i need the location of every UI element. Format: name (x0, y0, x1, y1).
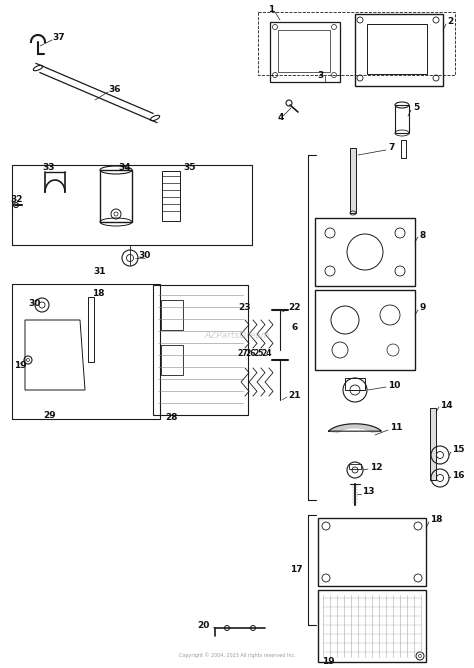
Bar (355, 14, 443, 86)
Bar (100, 170, 132, 222)
Bar (349, 464, 361, 469)
Text: 18: 18 (92, 289, 104, 297)
Text: 30: 30 (138, 251, 150, 261)
Bar (395, 105, 409, 133)
Text: 30: 30 (28, 299, 40, 307)
Bar (401, 140, 406, 158)
Bar (162, 171, 180, 221)
Text: 12: 12 (370, 462, 383, 472)
Text: 10: 10 (388, 381, 401, 389)
Bar (161, 300, 183, 330)
Text: 19: 19 (14, 361, 27, 369)
Text: 21: 21 (288, 391, 301, 399)
Bar (12, 284, 160, 419)
Text: AZPartsDream: AZPartsDream (204, 331, 270, 339)
Text: 2: 2 (447, 17, 453, 27)
Bar (153, 285, 248, 415)
Bar (318, 590, 426, 662)
Text: 14: 14 (440, 401, 453, 409)
Text: Copyright © 2004, 2023 All rights reserved Inc.: Copyright © 2004, 2023 All rights reserv… (179, 652, 295, 658)
Bar (318, 518, 426, 586)
Text: 35: 35 (183, 164, 195, 172)
Text: 33: 33 (42, 164, 55, 172)
Text: 23: 23 (238, 303, 250, 313)
Text: 16: 16 (452, 470, 465, 480)
Polygon shape (328, 424, 381, 433)
Text: 29: 29 (44, 411, 56, 420)
Text: 6: 6 (292, 323, 298, 333)
Text: 5: 5 (413, 104, 419, 112)
Bar (430, 408, 436, 480)
Text: 28: 28 (165, 413, 177, 422)
Text: 37: 37 (52, 33, 64, 43)
Text: 26: 26 (246, 349, 256, 357)
Text: 34: 34 (118, 162, 131, 172)
Bar (367, 24, 427, 74)
Text: 27: 27 (237, 349, 248, 357)
Bar (278, 30, 330, 72)
Bar (161, 345, 183, 375)
Text: 17: 17 (290, 566, 302, 574)
Text: 18: 18 (430, 516, 443, 524)
Text: 20: 20 (197, 621, 210, 631)
Text: 8: 8 (420, 230, 426, 240)
Text: 31: 31 (94, 267, 106, 277)
Text: 24: 24 (262, 349, 272, 357)
Bar (345, 378, 365, 390)
Text: 25: 25 (254, 349, 264, 357)
Text: 13: 13 (362, 488, 374, 496)
Text: 3: 3 (317, 71, 323, 79)
Text: 19: 19 (322, 657, 335, 667)
Text: 1: 1 (268, 5, 274, 15)
Text: 32: 32 (10, 196, 22, 204)
Text: 22: 22 (288, 303, 301, 313)
Bar (315, 218, 415, 286)
Bar (350, 148, 356, 213)
Text: 11: 11 (390, 424, 402, 432)
Text: 4: 4 (278, 114, 284, 122)
Bar (12, 165, 252, 245)
Text: 15: 15 (452, 446, 465, 454)
Bar (88, 297, 94, 362)
Bar (270, 22, 340, 82)
Text: 36: 36 (108, 86, 120, 94)
Text: 7: 7 (388, 144, 394, 152)
Text: 9: 9 (420, 303, 427, 313)
Bar (315, 290, 415, 370)
